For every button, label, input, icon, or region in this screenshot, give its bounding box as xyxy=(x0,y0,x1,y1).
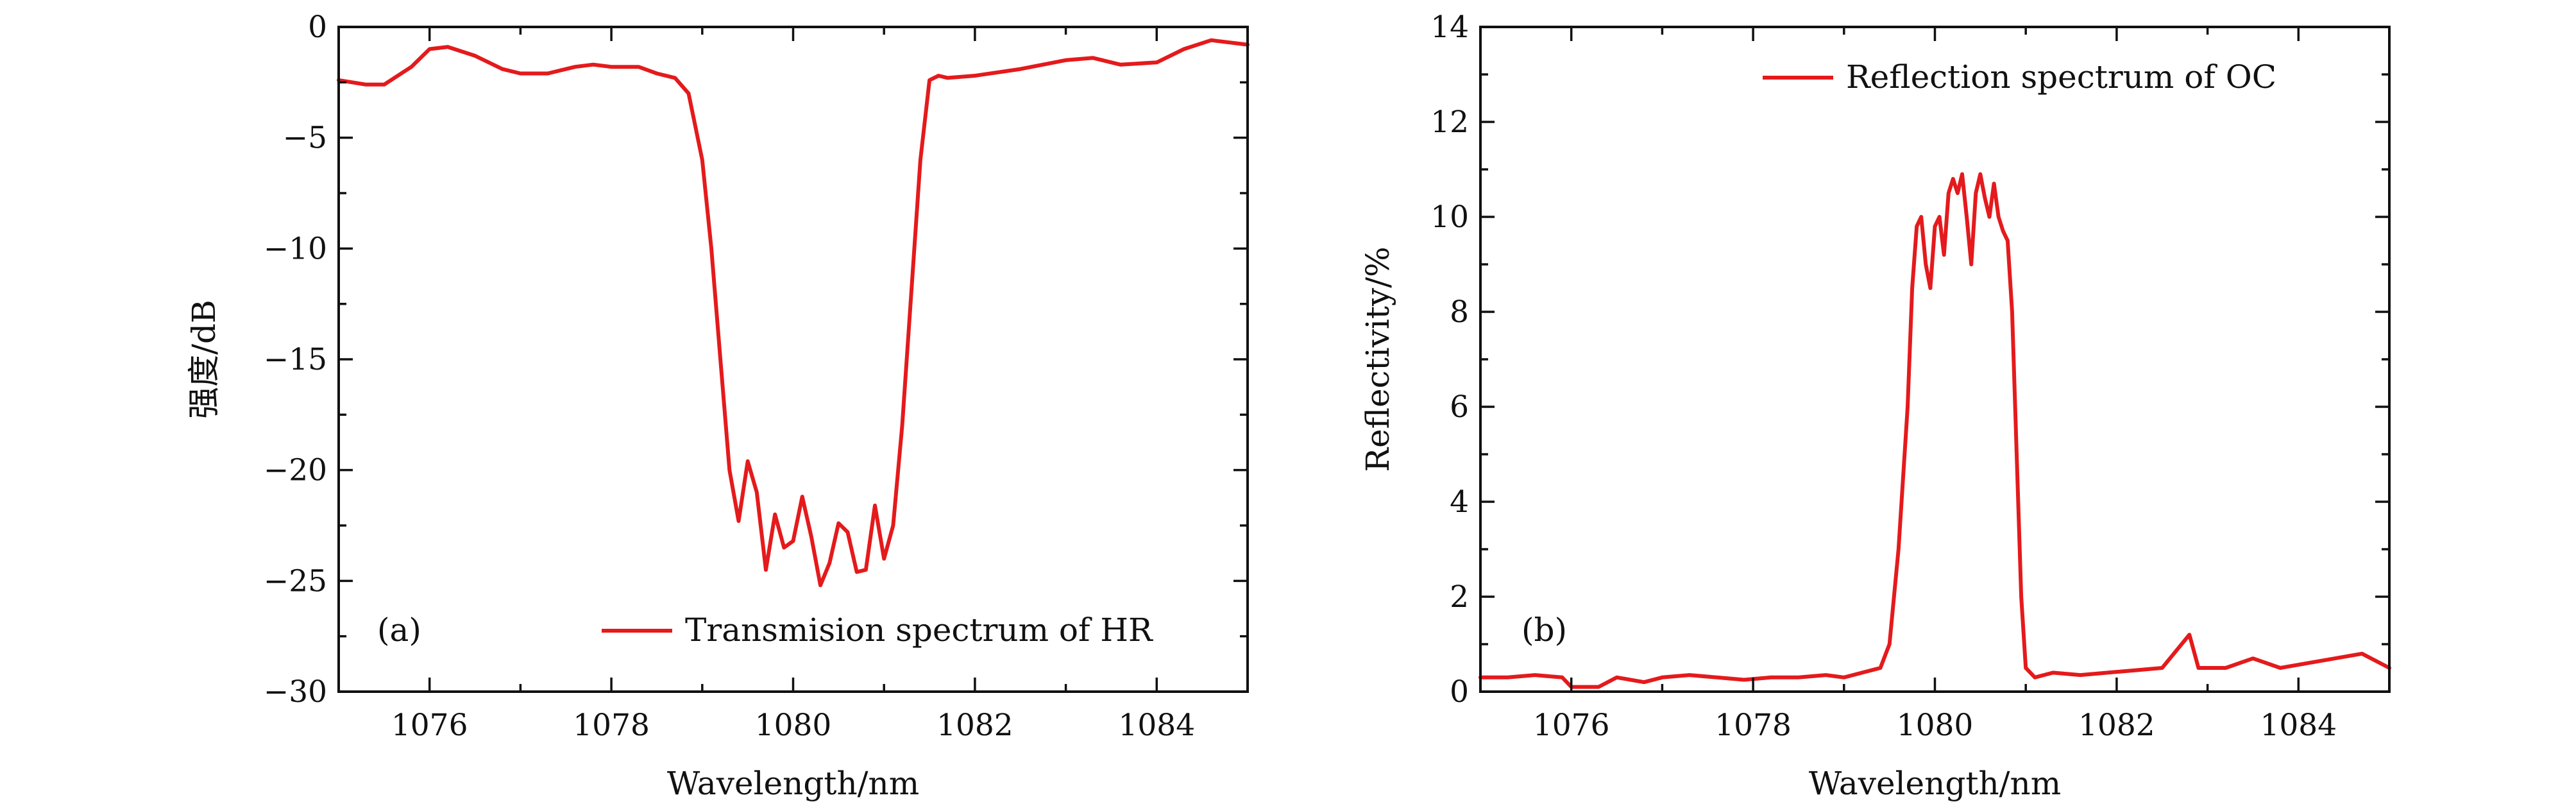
x-tick-label: 1078 xyxy=(573,708,650,743)
x-axis-label: Wavelength/nm xyxy=(1809,765,2061,802)
x-tick-label: 1078 xyxy=(1715,708,1792,743)
x-tick-label: 1084 xyxy=(2260,708,2337,743)
series-line-b-0 xyxy=(1479,172,2391,689)
y-tick-label: −10 xyxy=(264,231,327,266)
x-tick-label: 1080 xyxy=(755,708,832,743)
y-tick-label: 6 xyxy=(1450,389,1469,425)
panel-label-a: (a) xyxy=(377,611,421,649)
series-line-a-0 xyxy=(337,38,1250,588)
y-tick-label: −30 xyxy=(264,674,327,710)
panel-label-b: (b) xyxy=(1521,611,1567,649)
legend-entry-a: Transmision spectrum of HR xyxy=(685,611,1153,649)
y-axis-label: Reflectivity/% xyxy=(1359,246,1396,472)
y-tick-label: 12 xyxy=(1430,105,1469,140)
chart-panel-a: 1076 1078 1080 1082 1084 0 −5 −10 −15 −20 −25 −30 Wa… xyxy=(185,10,1250,802)
y-tick-label: 4 xyxy=(1450,484,1469,520)
y-tick-label: 8 xyxy=(1450,295,1469,330)
y-tick-label: −20 xyxy=(264,453,327,488)
x-tick-label: 1082 xyxy=(2078,708,2155,743)
x-tick-label: 1076 xyxy=(391,708,468,743)
plot-frame-b xyxy=(1479,26,2391,693)
x-tick-label: 1080 xyxy=(1897,708,1974,743)
y-tick-label: −15 xyxy=(264,342,327,377)
legend-entry-b: Reflection spectrum of OC xyxy=(1846,58,2276,96)
x-tick-label: 1076 xyxy=(1533,708,1610,743)
y-axis-label: 强度/dB xyxy=(185,300,223,419)
y-tick-label: 14 xyxy=(1430,10,1469,45)
y-tick-label: 2 xyxy=(1450,579,1469,615)
chart-panel-b: 1076 1078 1080 1082 1084 0 2 4 6 8 10 12 14 Wavelengt… xyxy=(1359,10,2391,802)
y-tick-label: 10 xyxy=(1430,200,1469,235)
y-tick-label: −5 xyxy=(283,121,327,156)
y-tick-label: 0 xyxy=(308,10,327,45)
x-tick-label: 1082 xyxy=(936,708,1013,743)
x-tick-label: 1084 xyxy=(1118,708,1195,743)
y-tick-label: −25 xyxy=(264,563,327,599)
y-tick-label: 0 xyxy=(1450,674,1469,710)
x-axis-label: Wavelength/nm xyxy=(667,765,919,802)
plot-frame-a xyxy=(337,26,1249,693)
